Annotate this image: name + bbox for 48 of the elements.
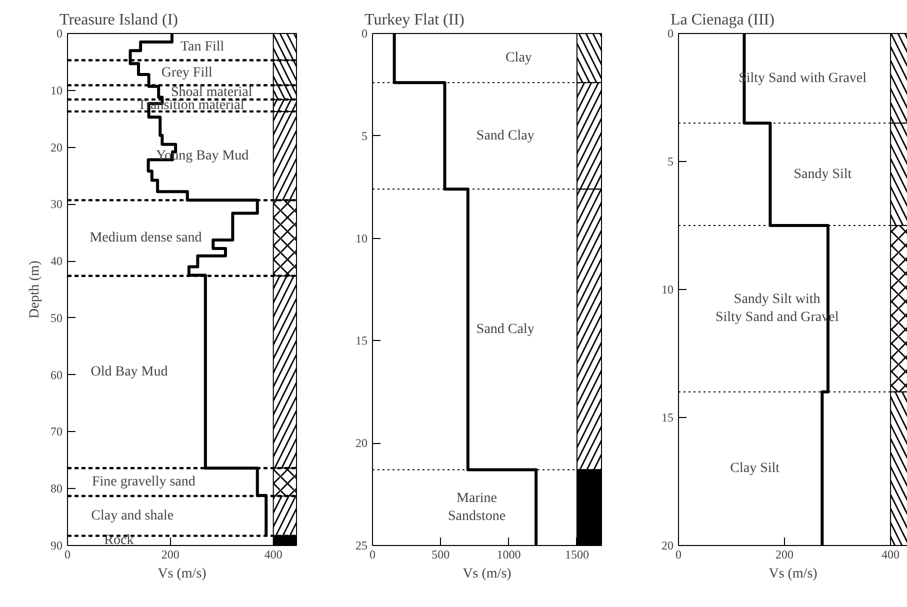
annotation: Old Bay Mud: [90, 364, 168, 380]
y-tick-label: 90: [50, 538, 62, 552]
y-tick-label: 5: [668, 154, 674, 168]
y-tick-label: 10: [50, 83, 62, 98]
x-tick-label: 200: [161, 548, 180, 562]
y-tick-label: 0: [56, 26, 62, 40]
annotation: Clay and shale: [91, 508, 174, 524]
annotation: Clay: [505, 50, 532, 66]
y-tick-label: 25: [356, 538, 368, 552]
y-tick-label: 60: [50, 368, 62, 382]
x-tick-label: 200: [776, 548, 794, 562]
x-tick-label: 400: [264, 548, 282, 562]
annotation: Clay Silt: [730, 461, 780, 476]
chart-title: La Cienaga (III): [670, 12, 774, 28]
annotation: Marine Sandstone: [448, 491, 506, 524]
y-tick-label: 50: [50, 310, 62, 325]
x-axis-title: Vs (m/s): [768, 566, 818, 582]
y-axis-title: Depth (m): [28, 260, 42, 318]
annotation: Medium dense sand: [90, 230, 202, 246]
x-axis-title: Vs (m/s): [462, 566, 512, 582]
chart-title: Treasure Island (I): [60, 12, 178, 28]
annotation: Fine gravelly sand: [92, 474, 196, 490]
y-tick-label: 0: [362, 26, 368, 40]
y-tick-label: 40: [50, 254, 62, 268]
x-tick-label: 500: [432, 548, 450, 562]
y-tick-label: 0: [668, 26, 674, 40]
y-tick-label: 15: [662, 410, 674, 424]
y-tick-label: 10: [662, 282, 674, 296]
y-tick-label: 15: [356, 334, 368, 348]
y-tick-label: 20: [356, 436, 368, 450]
y-tick-label: 5: [362, 128, 368, 143]
x-axis-title: Vs (m/s): [158, 566, 207, 582]
annotation: Sand Clay: [476, 128, 534, 144]
annotation: Sandy Silt: [794, 166, 852, 182]
x-tick-label: 1500: [564, 548, 589, 562]
y-tick-label: 30: [50, 197, 62, 212]
y-tick-label: 20: [50, 140, 62, 154]
y-tick-label: 70: [50, 424, 62, 439]
annotation: Shoal material: [170, 84, 252, 100]
y-tick-label: 20: [662, 538, 674, 552]
annotation: Sand Caly: [476, 322, 534, 337]
x-tick-label: 1000: [496, 548, 521, 562]
annotation: Grey Fill: [161, 65, 212, 80]
y-tick-label: 10: [356, 231, 368, 246]
chart-title: Turkey Flat (II): [364, 12, 464, 28]
y-tick-label: 80: [50, 482, 62, 496]
x-tick-label: 400: [882, 548, 900, 562]
annotation: Tan Fill: [180, 39, 224, 54]
